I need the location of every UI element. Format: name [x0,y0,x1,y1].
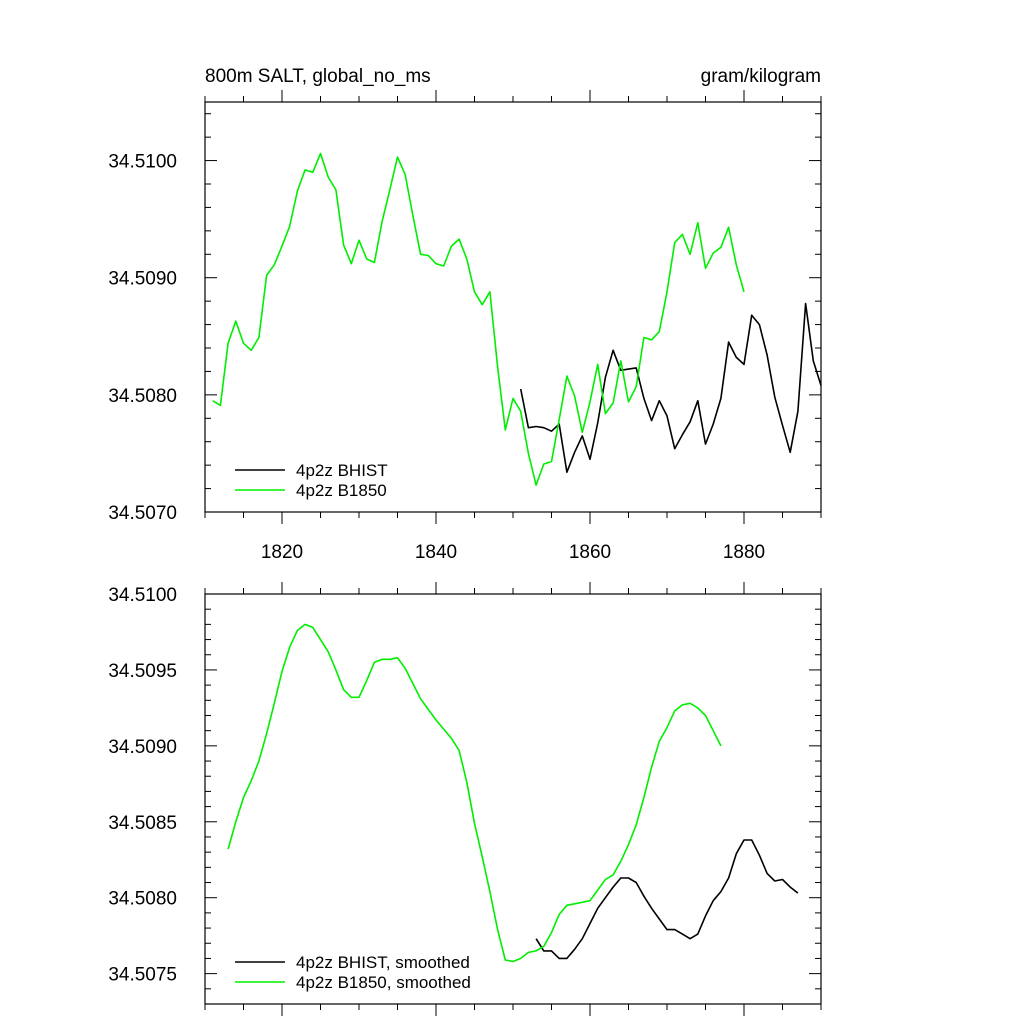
y-tick-label: 34.5100 [108,152,177,173]
x-tick-label: 1860 [569,542,611,563]
y-tick-label: 34.5085 [108,813,177,834]
legend-label-b1850-smoothed: 4p2z B1850, smoothed [296,973,471,992]
series-line-4p2z-bhist-smoothed [535,839,799,960]
legend-label-b1850: 4p2z B1850 [296,481,387,500]
top-panel-ticks: 1820 1840 1860 1880 34.5070 34.5080 34.5090 34.… [108,90,822,563]
series-line-4p2z-bhist [519,302,822,474]
series-line-4p2z-b1850 [212,152,745,486]
y-tick-label: 34.5080 [108,889,177,910]
top-panel-units: gram/kilogram [701,66,821,87]
y-tick-label: 34.5090 [108,269,177,290]
bottom-panel: 34.5075 34.5080 34.5085 34.5090 34.5095 34.51… [108,582,822,1016]
y-tick-label: 34.5100 [108,585,177,606]
bottom-panel-series [227,623,799,963]
bottom-panel-legend: 4p2z BHIST, smoothed 4p2z B1850, smoothe… [235,953,471,992]
y-tick-label: 34.5070 [108,503,177,524]
legend-label-bhist-smoothed: 4p2z BHIST, smoothed [296,953,470,972]
top-panel-series [212,152,822,486]
y-tick-label: 34.5090 [108,737,177,758]
bottom-panel-ticks: 34.5075 34.5080 34.5085 34.5090 34.5095 34.51… [108,582,822,1016]
legend-label-bhist: 4p2z BHIST [296,461,388,480]
x-tick-label: 1840 [415,542,457,563]
series-line-4p2z-b1850-smoothed [227,623,722,963]
top-panel-title: 800m SALT, global_no_ms [205,66,431,87]
x-tick-label: 1880 [723,542,765,563]
bottom-panel-frame [204,593,822,1005]
top-panel-frame [204,101,822,513]
y-tick-label: 34.5075 [108,965,177,986]
top-panel-legend: 4p2z BHIST 4p2z B1850 [235,461,388,500]
y-tick-label: 34.5080 [108,386,177,407]
y-tick-label: 34.5095 [108,661,177,682]
top-panel: 800m SALT, global_no_ms gram/kilogram 18… [108,66,822,563]
x-tick-label: 1820 [261,542,303,563]
